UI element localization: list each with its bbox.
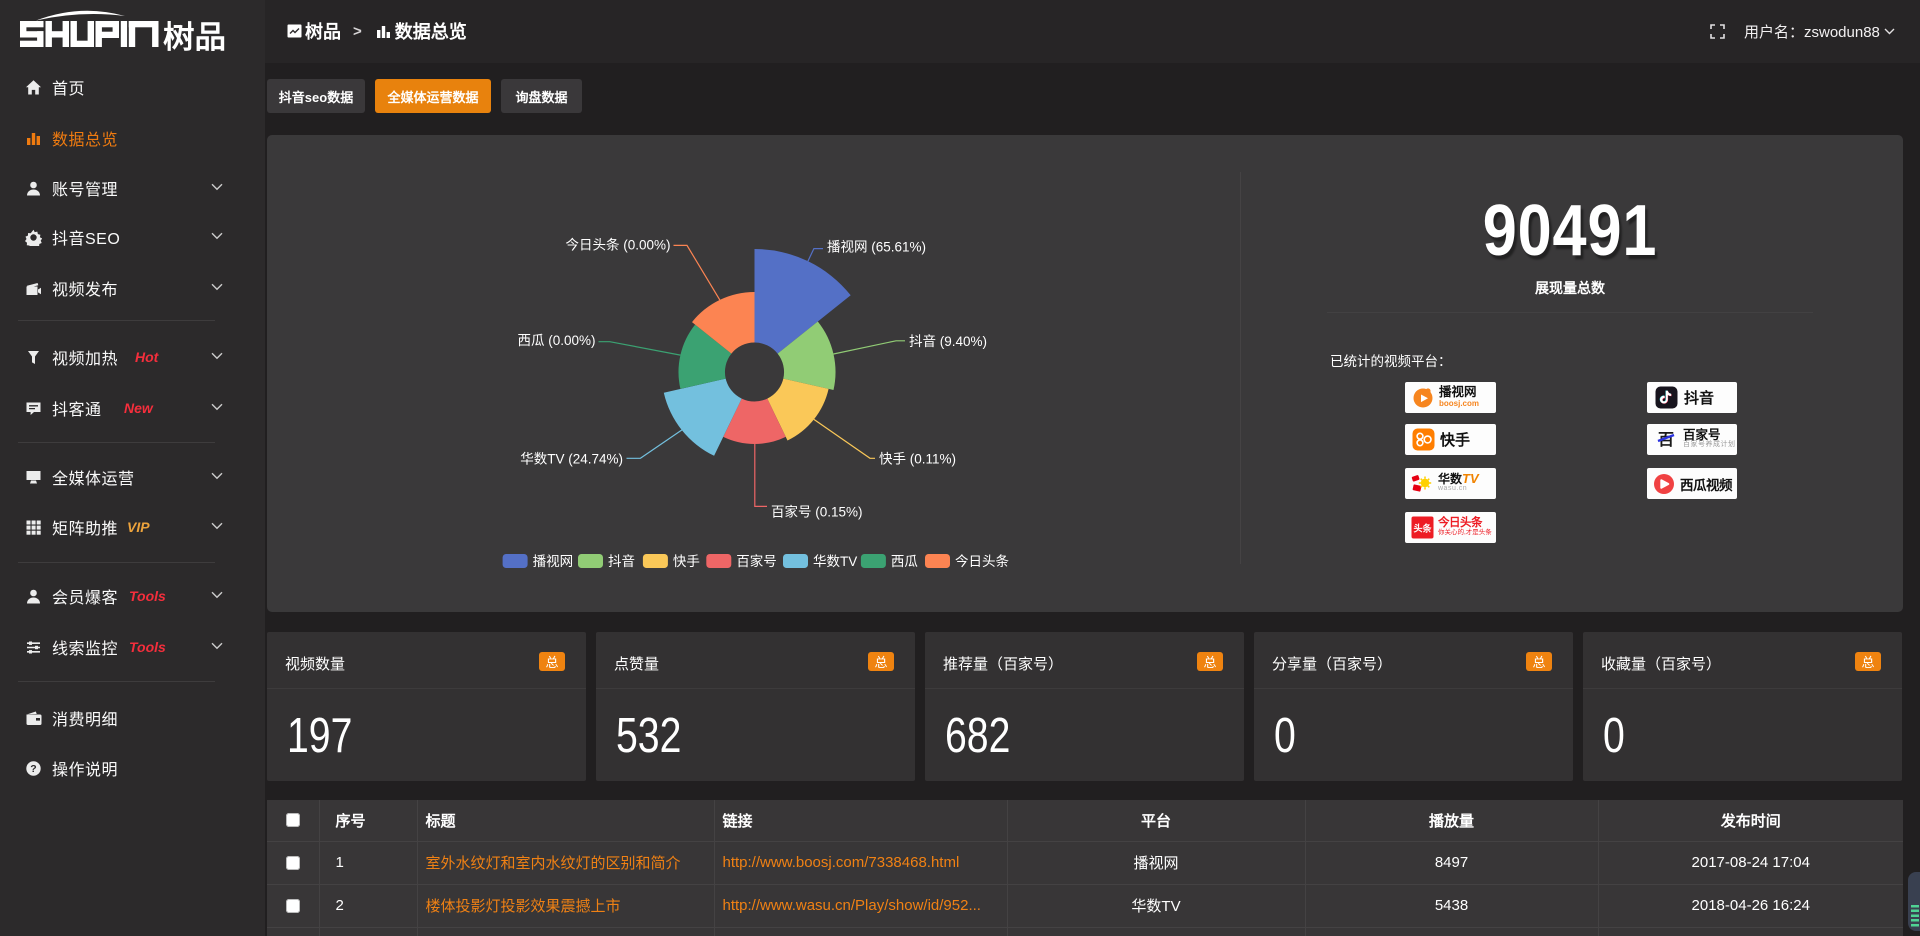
svg-text:华数TV (24.74%): 华数TV (24.74%) (520, 451, 623, 466)
svg-text:树品: 树品 (163, 20, 226, 55)
svg-text:头条: 头条 (1413, 523, 1432, 534)
svg-text:抖音 (9.40%): 抖音 (9.40%) (909, 333, 987, 349)
svg-text:今日头条: 今日头条 (955, 553, 1009, 569)
svg-text:西瓜: 西瓜 (891, 554, 919, 569)
svg-text:西瓜 (0.00%): 西瓜 (0.00%) (517, 333, 595, 348)
svg-text:百家号 (0.15%): 百家号 (0.15%) (771, 503, 863, 519)
svg-text:播视网: 播视网 (533, 554, 574, 569)
svg-text:快手 (0.11%): 快手 (0.11%) (879, 451, 956, 466)
svg-text:百家号: 百家号 (736, 553, 777, 569)
svg-text:抖音: 抖音 (608, 553, 635, 569)
svg-text:?: ? (30, 763, 36, 775)
svg-text:快手: 快手 (673, 554, 700, 569)
svg-text:今日头条 (0.00%): 今日头条 (0.00%) (565, 236, 670, 252)
svg-text:播视网 (65.61%): 播视网 (65.61%) (827, 240, 926, 255)
svg-text:华数TV: 华数TV (813, 554, 857, 569)
